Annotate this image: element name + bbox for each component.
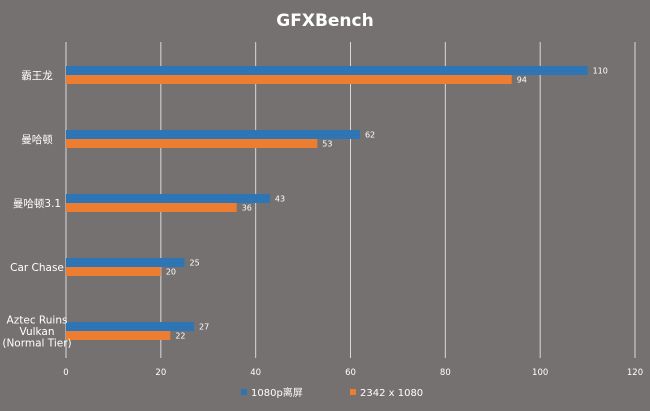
x-tick-label: 120: [627, 368, 643, 378]
data-label: 53: [322, 140, 332, 149]
legend-swatch-1: [350, 389, 356, 395]
category-label: Car Chase: [10, 262, 64, 274]
legend-label-0: 1080p离屏: [251, 386, 303, 399]
bar-series-0-cat-3: [66, 258, 185, 267]
data-label: 110: [593, 67, 608, 76]
bar-series-1-cat-0: [66, 75, 512, 84]
bar-series-0-cat-2: [66, 194, 270, 203]
category-label: Aztec Ruins Vulkan (Normal Tier): [2, 315, 71, 350]
bars: [66, 66, 588, 340]
bar-series-0-cat-4: [66, 322, 195, 331]
bar-series-0-cat-1: [66, 130, 360, 139]
data-label: 94: [517, 76, 527, 85]
data-label: 27: [199, 323, 209, 332]
category-label: 曼哈顿: [21, 133, 53, 146]
bar-series-1-cat-4: [66, 331, 171, 340]
legend-swatch-0: [241, 389, 247, 395]
legend: 1080p离屏 2342 x 1080: [241, 386, 423, 399]
x-tick-label: 20: [155, 368, 166, 378]
bar-series-1-cat-1: [66, 139, 318, 148]
data-label: 43: [275, 195, 285, 204]
data-label: 25: [190, 259, 200, 268]
chart-title: GFXBench: [276, 11, 373, 31]
data-label: 36: [242, 204, 252, 213]
category-label: 霸王龙: [21, 69, 53, 82]
x-axis-ticks: 0 20 40 60 80 100 120: [63, 368, 643, 378]
bar-series-1-cat-2: [66, 203, 237, 212]
x-tick-label: 40: [250, 368, 261, 378]
category-label: 曼哈顿3.1: [13, 197, 61, 210]
data-label: 62: [365, 131, 375, 140]
x-tick-label: 60: [345, 368, 356, 378]
legend-label-1: 2342 x 1080: [360, 388, 423, 399]
data-label: 22: [175, 332, 185, 341]
x-tick-label: 0: [63, 368, 68, 378]
x-tick-label: 80: [440, 368, 451, 378]
bar-series-1-cat-3: [66, 267, 161, 276]
x-tick-label: 100: [532, 368, 548, 378]
data-labels: 110 94 62 53 43 36 25 20 27 22: [166, 67, 608, 341]
bar-series-0-cat-0: [66, 66, 588, 75]
data-label: 20: [166, 268, 176, 277]
